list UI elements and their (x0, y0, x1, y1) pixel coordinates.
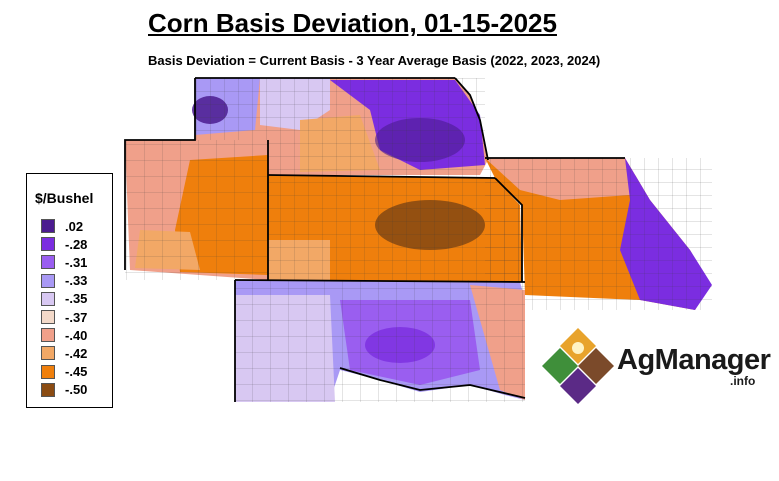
region-oklahoma (235, 280, 525, 402)
legend-swatch (41, 364, 55, 379)
legend-item: -.50 (41, 382, 87, 398)
agmanager-logo-suffix: .info (730, 374, 756, 388)
legend-label: -.35 (65, 291, 88, 307)
legend-label: .02 (65, 218, 84, 234)
legend-label: -.31 (65, 254, 88, 270)
legend-item: -.40 (41, 327, 87, 343)
legend-item: -.31 (41, 254, 87, 270)
legend-swatch (41, 346, 55, 361)
legend-swatch (41, 291, 55, 306)
legend-label: -.37 (65, 309, 88, 325)
legend-item: -.33 (41, 273, 87, 289)
legend-item: -.42 (41, 345, 87, 361)
legend-label: -.33 (65, 273, 88, 289)
map-title: Corn Basis Deviation, 01-15-2025 (148, 8, 557, 38)
legend-label: -.28 (65, 236, 88, 252)
region-west (125, 140, 268, 280)
state-borders (124, 77, 625, 402)
agmanager-logo-text: AgManager (617, 344, 771, 376)
region-kansas (268, 175, 522, 282)
legend: $/Bushel .02 -.28 -.31 -.33 -.35 -.37 -.40 -.42… (26, 173, 113, 408)
legend-label: -.42 (65, 345, 88, 361)
legend-item: .02 (41, 218, 83, 234)
agmanager-logo-icon (542, 328, 614, 404)
legend-item: -.45 (41, 364, 87, 380)
legend-swatch (41, 273, 55, 288)
region-east (485, 158, 712, 310)
legend-swatch (41, 310, 55, 324)
agmanager-logo: AgManager .info (540, 326, 771, 406)
legend-label: -.50 (65, 382, 88, 398)
legend-title: $/Bushel (35, 190, 94, 206)
legend-item: -.28 (41, 236, 87, 252)
legend-item: -.37 (41, 309, 87, 325)
legend-label: -.40 (65, 327, 88, 343)
legend-swatch (41, 328, 55, 343)
legend-swatch (41, 219, 55, 233)
map-subtitle: Basis Deviation = Current Basis - 3 Year… (148, 53, 601, 68)
legend-label: -.45 (65, 364, 88, 380)
legend-swatch (41, 255, 55, 270)
region-sd-ne (192, 78, 488, 175)
legend-item: -.35 (41, 291, 87, 307)
legend-swatch (41, 237, 55, 252)
legend-swatch (41, 382, 55, 397)
